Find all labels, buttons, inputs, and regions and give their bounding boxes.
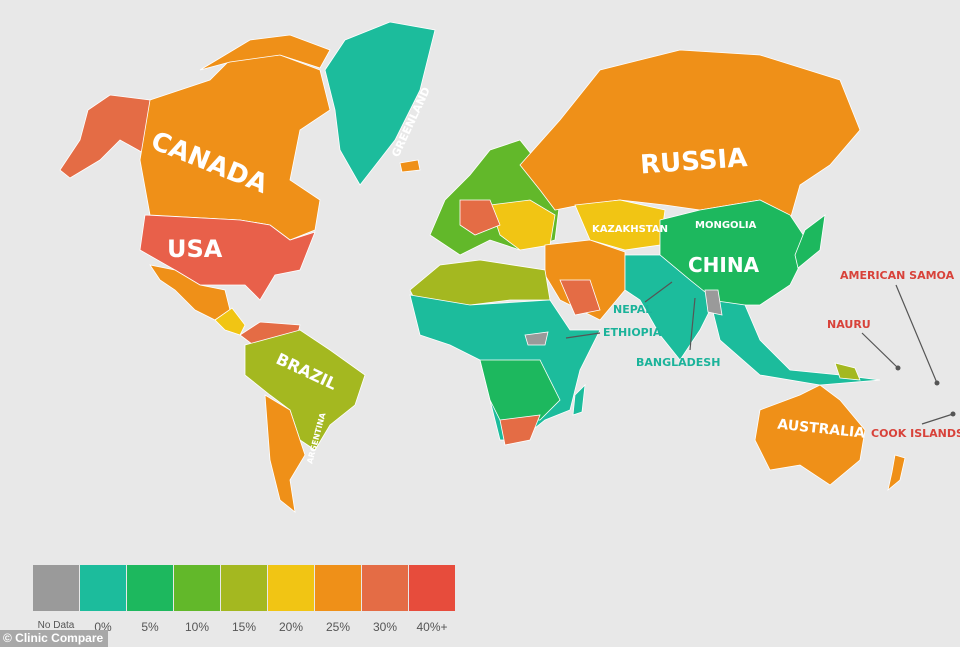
region-arabia bbox=[559, 279, 601, 316]
region-madagascar bbox=[572, 383, 586, 416]
region-brazil bbox=[244, 329, 366, 451]
legend-swatch bbox=[127, 565, 173, 611]
region-south-africa bbox=[499, 414, 541, 446]
label-russia: RUSSIA bbox=[639, 143, 748, 180]
callout-nauru: NAURU bbox=[827, 318, 871, 331]
nauru-marker bbox=[895, 365, 901, 371]
legend-swatch bbox=[80, 565, 126, 611]
ethiopia-leader bbox=[565, 332, 601, 339]
region-se-asia bbox=[709, 299, 881, 386]
legend-swatch bbox=[221, 565, 267, 611]
legend-swatch bbox=[315, 565, 361, 611]
callout-american-samoa: AMERICAN SAMOA bbox=[840, 269, 955, 282]
region-png bbox=[834, 362, 861, 381]
legend-labels: No Data 0% 5% 10% 15% 20% 25% 30% 40%+ bbox=[33, 620, 455, 634]
cook-islands-leader bbox=[921, 413, 954, 425]
label-china: CHINA bbox=[688, 253, 760, 277]
callout-cook-islands: COOK ISLANDS bbox=[871, 427, 960, 440]
region-greenland bbox=[324, 21, 436, 186]
legend bbox=[33, 565, 455, 611]
legend-swatch bbox=[362, 565, 408, 611]
credit: © Clinic Compare bbox=[0, 630, 109, 647]
region-australia bbox=[754, 384, 866, 486]
region-ethiopia-somalia bbox=[524, 331, 549, 346]
legend-label: 10% bbox=[184, 620, 210, 634]
legend-label: 30% bbox=[372, 620, 398, 634]
callout-nepal: NEPAL bbox=[613, 303, 652, 316]
american-samoa-marker bbox=[934, 380, 940, 386]
legend-label: 25% bbox=[325, 620, 351, 634]
region-japan bbox=[794, 214, 826, 269]
label-kazakhstan: KAZAKHSTAN bbox=[592, 224, 668, 235]
cook-islands-marker bbox=[950, 411, 956, 417]
region-africa-south bbox=[479, 359, 561, 421]
region-europe-west bbox=[459, 199, 501, 236]
region-iceland bbox=[399, 159, 421, 173]
legend-swatch bbox=[409, 565, 455, 611]
region-no-data-myanmar bbox=[704, 289, 723, 316]
legend-swatch bbox=[268, 565, 314, 611]
region-argentina bbox=[264, 394, 306, 513]
region-russia bbox=[519, 49, 861, 221]
nauru-leader bbox=[861, 332, 899, 369]
legend-swatch bbox=[174, 565, 220, 611]
legend-label: 20% bbox=[278, 620, 304, 634]
region-new-zealand bbox=[887, 454, 906, 492]
callout-ethiopia: ETHIOPIA bbox=[603, 326, 662, 339]
legend-label: No Data bbox=[37, 620, 75, 631]
legend-swatch bbox=[33, 565, 79, 611]
label-mongolia: MONGOLIA bbox=[695, 220, 757, 231]
legend-label: 40%+ bbox=[416, 620, 448, 634]
legend-label: 15% bbox=[231, 620, 257, 634]
region-canada-arctic bbox=[199, 34, 331, 71]
label-usa: USA bbox=[167, 235, 223, 263]
nepal-leader bbox=[644, 281, 673, 303]
legend-label: 5% bbox=[141, 620, 159, 634]
callout-bangladesh: BANGLADESH bbox=[636, 356, 720, 369]
bangladesh-leader bbox=[689, 297, 696, 351]
american-samoa-leader bbox=[895, 284, 938, 384]
region-central-america bbox=[214, 307, 246, 336]
